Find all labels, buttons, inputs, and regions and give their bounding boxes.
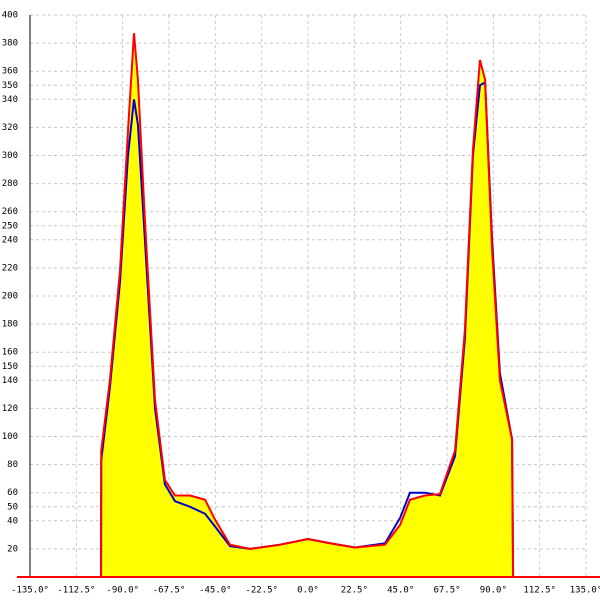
x-tick-label: -112.5° <box>57 586 95 596</box>
y-tick-label: 250 <box>2 221 18 231</box>
y-tick-label: 140 <box>2 376 18 386</box>
y-tick-label: 240 <box>2 235 18 245</box>
y-tick-label: 60 <box>7 488 18 498</box>
x-tick-label: 67.5° <box>433 586 460 596</box>
y-tick-label: 50 <box>7 502 18 512</box>
x-tick-label: 90.0° <box>480 586 507 596</box>
x-tick-label: 112.5° <box>523 586 556 596</box>
y-tick-label: 40 <box>7 516 18 526</box>
x-tick-label: -67.5° <box>153 586 186 596</box>
y-tick-label: 220 <box>2 263 18 273</box>
y-tick-label: 300 <box>2 151 18 161</box>
area <box>101 33 514 577</box>
y-tick-label: 360 <box>2 67 18 77</box>
x-tick-label: -135.0° <box>11 586 49 596</box>
line <box>100 33 515 578</box>
x-tick-label: -90.0° <box>106 586 139 596</box>
y-tick-label: 400 <box>2 11 18 21</box>
y-tick-label: 150 <box>2 362 18 372</box>
x-tick-label: 0.0° <box>297 586 319 596</box>
y-tick-label: 20 <box>7 544 18 554</box>
y-tick-label: 280 <box>2 179 18 189</box>
x-tick-label: 45.0° <box>387 586 414 596</box>
y-tick-label: 350 <box>2 81 18 91</box>
y-tick-label: 80 <box>7 460 18 470</box>
x-tick-label: -22.5° <box>245 586 278 596</box>
y-tick-label: 180 <box>2 320 18 330</box>
y-tick-label: 120 <box>2 404 18 414</box>
y-tick-label: 200 <box>2 292 18 302</box>
y-tick-label: 160 <box>2 348 18 358</box>
x-tick-label: 22.5° <box>341 586 368 596</box>
y-tick-label: 320 <box>2 123 18 133</box>
x-tick-label: 135.0° <box>570 586 600 596</box>
y-tick-label: 100 <box>2 432 18 442</box>
y-tick-label: 340 <box>2 95 18 105</box>
x-tick-label: -45.0° <box>199 586 232 596</box>
y-tick-label: 260 <box>2 207 18 217</box>
y-tick-label: 380 <box>2 39 18 49</box>
